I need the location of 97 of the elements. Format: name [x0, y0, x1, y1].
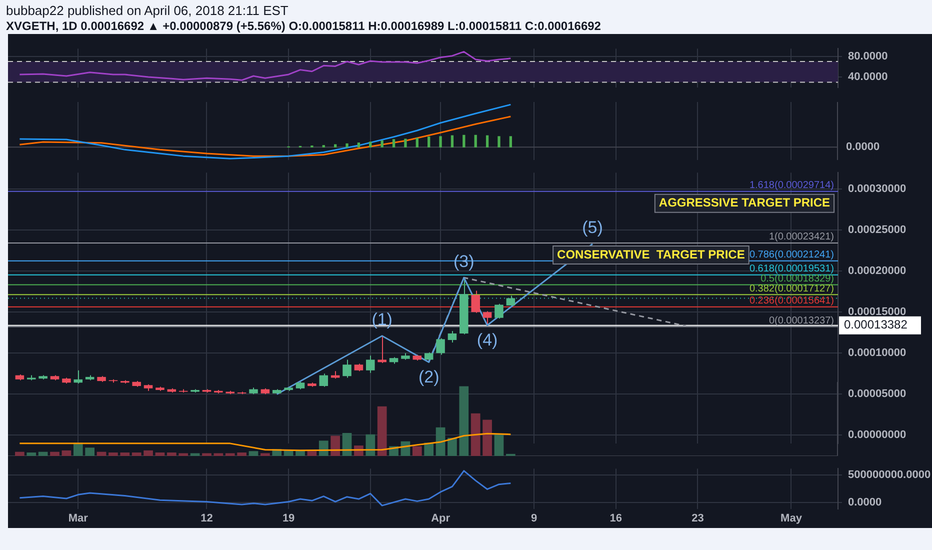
bar: [15, 452, 24, 456]
chart-title: bubbap22 published on April 06, 2018 21:11 EST: [6, 3, 288, 18]
ref-line-label: 1.618(0.00029714): [749, 180, 834, 192]
annotation: CONSERVATIVE TARGET PRICE: [557, 247, 745, 262]
bar: [155, 452, 165, 456]
bar: [202, 453, 212, 456]
ref-line-label: 0.382(0.00017127): [749, 283, 834, 294]
bar: [225, 453, 235, 456]
x-tick-label: 12: [200, 512, 213, 524]
bar: [377, 406, 387, 456]
candlestick: [448, 330, 457, 343]
y-tick-label: 0.00010000: [848, 347, 906, 360]
bar: [392, 139, 396, 148]
x-tick-label: 23: [692, 512, 704, 524]
candlestick: [482, 310, 492, 326]
bar: [248, 451, 258, 456]
ref-line-label: 0.236(0.00015641): [749, 296, 834, 307]
chart-subtitle: XVGETH, 1D 0.00016692 ▲ +0.00000879 (+5.56%) O:0.00015811 H:0.00016989 L:0.00015811 C:0.00016692: [6, 19, 601, 33]
bar: [318, 440, 328, 456]
bar: [346, 143, 348, 148]
bar: [462, 134, 466, 148]
candlestick: [471, 290, 480, 314]
candlestick: [342, 359, 352, 378]
ref-line-label: 0.618(0.00019531): [749, 264, 834, 275]
bar: [334, 144, 337, 148]
bar: [237, 452, 246, 456]
bar: [482, 420, 492, 456]
bar: [108, 452, 118, 456]
bar: [509, 136, 512, 148]
bar: [450, 135, 454, 148]
bar: [178, 453, 188, 456]
x-tick-label: 19: [282, 512, 295, 524]
candlestick: [506, 295, 516, 306]
annotation: (4): [476, 330, 498, 350]
y-tick-label: 0.0000: [848, 496, 882, 508]
candlestick: [494, 303, 504, 320]
ref-line-label: 0(0.00013237): [768, 315, 834, 326]
bar: [260, 453, 270, 456]
bar: [26, 452, 36, 456]
annotation: AGGRESSIVE TARGET PRICE: [658, 196, 830, 210]
y-tick-label: 0.00000000: [848, 429, 906, 442]
x-tick-label: 9: [530, 512, 538, 524]
ref-line-label: 0.786(0.00021241): [749, 250, 834, 261]
candlestick: [378, 335, 386, 364]
bar: [96, 452, 106, 456]
bar: [190, 453, 200, 456]
y-tick-label: 0.00015000: [848, 306, 906, 318]
bar: [448, 438, 457, 456]
bar: [369, 142, 372, 148]
annotation: (1): [372, 310, 392, 330]
ref-line-label: 1(0.00023421): [768, 232, 834, 243]
x-tick-label: May: [780, 512, 803, 524]
candlestick: [319, 373, 328, 388]
bar: [144, 450, 153, 456]
bar: [470, 413, 480, 456]
bar: [296, 450, 305, 456]
ref-line-label: 0.00013382: [844, 318, 908, 332]
bar: [132, 452, 142, 456]
bar: [474, 134, 477, 148]
bar: [436, 427, 446, 456]
annotation: (5): [582, 218, 603, 238]
candlestick: [436, 338, 445, 356]
bar: [486, 135, 489, 148]
x-tick-label: Apr: [431, 512, 451, 524]
bar: [357, 142, 360, 148]
bar: [38, 452, 48, 456]
candlestick: [366, 355, 375, 374]
bar: [62, 450, 72, 456]
bar: [307, 451, 317, 456]
bar: [166, 452, 176, 456]
y-tick-label: 0.00005000: [848, 388, 906, 400]
bar: [85, 448, 95, 456]
bar: [494, 434, 504, 456]
bar: [412, 446, 422, 456]
bar: [439, 136, 442, 148]
y-tick-label: 0.00025000: [848, 224, 906, 236]
bar: [50, 452, 60, 456]
x-tick-label: Mar: [68, 512, 89, 524]
annotation: (2): [418, 367, 440, 386]
y-tick-label: 0.00020000: [848, 265, 906, 278]
y-tick-label: 0.00030000: [848, 183, 906, 196]
y-tick-label: 500000000.0000: [848, 469, 931, 482]
ref-line-label: 0.5(0.00018329): [760, 274, 834, 285]
x-tick-label: 16: [610, 512, 622, 524]
bar: [120, 452, 130, 456]
bar: [330, 436, 340, 456]
bar: [380, 140, 384, 148]
bar: [498, 136, 500, 148]
bar: [404, 138, 407, 148]
bar: [342, 432, 352, 456]
bar: [459, 386, 469, 456]
y-tick-label: 80.0000: [848, 50, 888, 62]
bar: [366, 434, 376, 456]
y-tick-label: 40.0000: [848, 71, 888, 84]
bar: [416, 138, 418, 148]
bar: [428, 136, 430, 148]
bar: [214, 453, 224, 456]
